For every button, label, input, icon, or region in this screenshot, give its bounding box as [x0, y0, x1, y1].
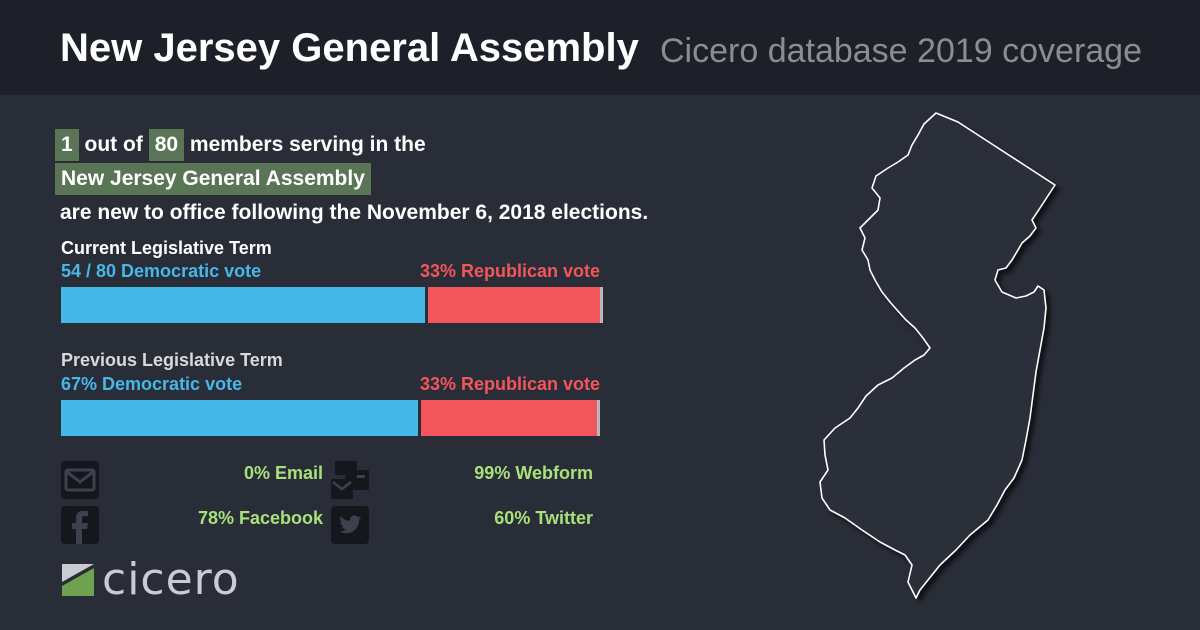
cicero-logo-icon — [62, 564, 94, 596]
page-subtitle: Cicero database 2019 coverage — [660, 32, 1142, 70]
new-count-highlight: 1 — [55, 129, 79, 161]
previous-bar-gap — [417, 400, 421, 436]
current-term-bar — [61, 287, 603, 323]
twitter-stat: 60% Twitter — [494, 508, 593, 528]
header-bar: New Jersey General Assembly Cicero datab… — [0, 0, 1200, 95]
headline-tail: are new to office following the November… — [60, 201, 649, 224]
webform-icon — [331, 461, 369, 499]
members-text: members serving in the — [189, 133, 426, 156]
webform-stat: 99% Webform — [474, 463, 593, 483]
previous-dem-vote: 67% Democratic vote — [61, 374, 243, 394]
total-count-highlight: 80 — [148, 129, 185, 161]
previous-rep-segment — [420, 400, 597, 436]
page-title: New Jersey General Assembly — [60, 26, 639, 70]
previous-term-bar — [61, 400, 600, 436]
body-name-highlight: New Jersey General Assembly — [55, 163, 371, 195]
current-bar-gap — [424, 287, 428, 323]
new-jersey-outline-icon — [819, 112, 1056, 599]
previous-rep-vote: 33% Republican vote — [419, 374, 600, 394]
current-rep-segment — [427, 287, 600, 323]
cicero-logo: cicero — [62, 554, 240, 605]
previous-term-label: Previous Legislative Term — [61, 350, 283, 370]
current-term-label: Current Legislative Term — [61, 238, 272, 258]
current-other-segment — [599, 287, 603, 323]
email-stat: 0% Email — [243, 463, 323, 483]
current-dem-segment — [61, 287, 425, 323]
logo-text: cicero — [102, 554, 240, 605]
facebook-icon — [61, 506, 99, 544]
previous-dem-segment — [61, 400, 418, 436]
current-rep-vote: 33% Republican vote — [419, 261, 600, 281]
facebook-stat: 78% Facebook — [197, 508, 323, 528]
twitter-icon — [331, 506, 369, 544]
headline: 1 out of 80 members serving in the New J… — [55, 128, 648, 230]
current-dem-vote: 54 / 80 Democratic vote — [61, 261, 262, 281]
envelope-icon — [61, 461, 99, 499]
out-of-text: out of — [84, 133, 143, 156]
previous-other-segment — [596, 400, 600, 436]
